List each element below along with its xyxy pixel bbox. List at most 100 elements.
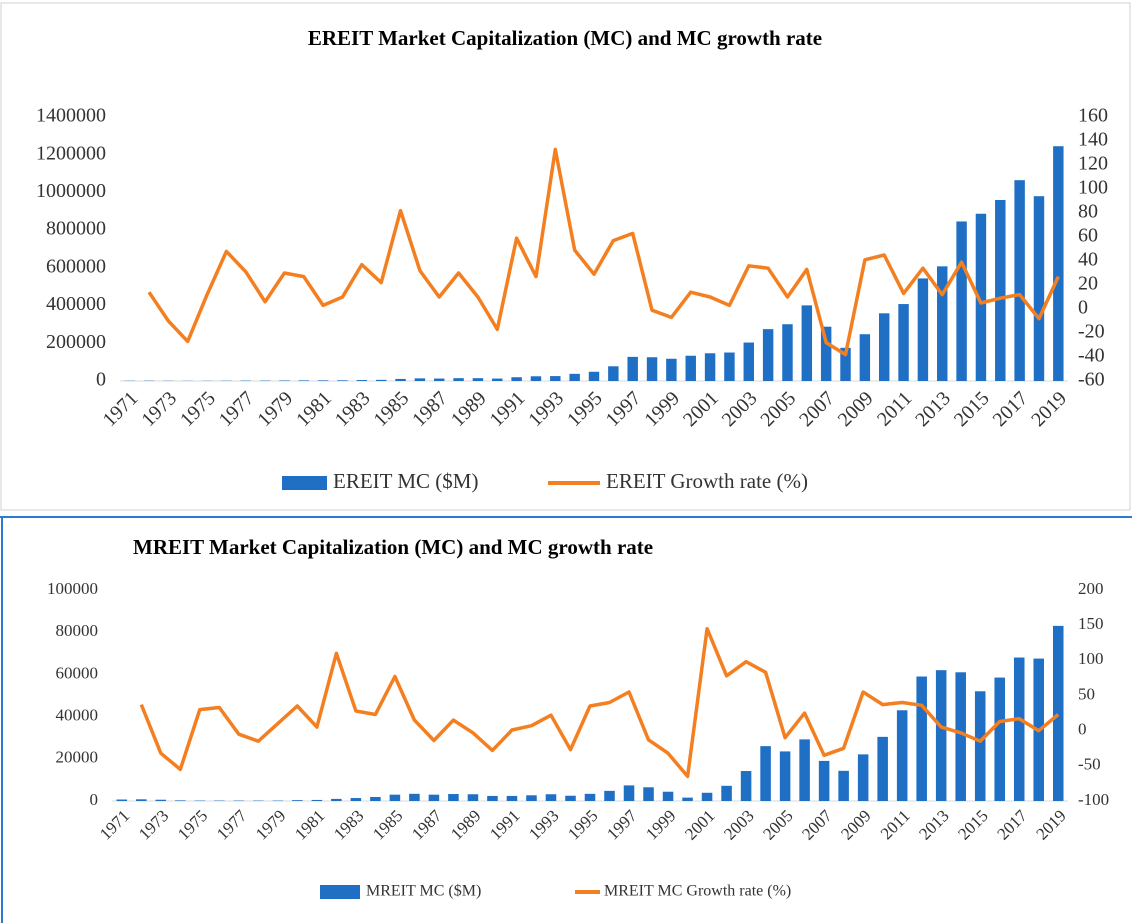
x-tick-label: 2005 — [756, 387, 800, 431]
bar — [1033, 196, 1045, 381]
x-tick-label: 1973 — [137, 387, 181, 431]
x-tick-label: 1977 — [215, 387, 259, 431]
bar — [974, 691, 986, 801]
legend-label: MREIT MC ($M) — [366, 883, 481, 900]
bar — [511, 377, 522, 381]
y-tick-label: 800000 — [46, 218, 106, 240]
x-tick-label: 2013 — [915, 806, 952, 843]
bar — [662, 791, 674, 801]
x-tick-label: 1981 — [291, 806, 328, 843]
x-tick-label: 2017 — [989, 387, 1033, 431]
chart-frame — [0, 2, 1131, 511]
y-tick-label: 0 — [90, 790, 99, 809]
y-tick-label: 80000 — [56, 621, 99, 640]
x-tick-label: 2019 — [1032, 806, 1069, 843]
bar — [682, 797, 693, 801]
bar — [389, 794, 401, 801]
bar — [801, 305, 813, 381]
bar — [956, 221, 967, 381]
bar — [292, 800, 303, 801]
x-tick-label: 2001 — [681, 806, 718, 843]
x-tick-label: 1999 — [642, 806, 679, 843]
legend-swatch — [282, 476, 327, 490]
x-tick-label: 1979 — [253, 387, 297, 431]
x-tick-label: 1987 — [408, 806, 446, 844]
y2-tick-label: 140 — [1078, 129, 1108, 151]
y2-tick-label: 60 — [1078, 225, 1098, 247]
y-tick-label: 0 — [96, 369, 106, 391]
x-tick-label: 1997 — [603, 806, 641, 844]
bar — [995, 199, 1006, 381]
bar — [317, 380, 329, 381]
bar — [395, 378, 406, 381]
y-tick-label: 20000 — [56, 748, 99, 767]
y2-tick-label: -60 — [1078, 369, 1105, 391]
bar — [898, 304, 909, 381]
bar — [588, 371, 600, 381]
bar — [135, 799, 147, 801]
bar — [155, 799, 167, 801]
bar — [487, 795, 498, 801]
bar — [896, 710, 908, 801]
x-tick-label: 2003 — [720, 806, 757, 843]
x-tick-label: 1995 — [564, 806, 601, 843]
legend-label: MREIT MC Growth rate (%) — [604, 883, 791, 900]
bar — [356, 380, 368, 381]
y2-tick-label: -40 — [1078, 345, 1105, 367]
x-tick-label: 1971 — [96, 806, 133, 843]
x-tick-label: 1983 — [330, 806, 367, 843]
bar — [550, 376, 561, 381]
bar — [840, 347, 851, 381]
y2-tick-label: 0 — [1078, 297, 1088, 319]
bar — [526, 795, 537, 801]
x-tick-label: 1989 — [447, 387, 491, 431]
x-tick-label: 1997 — [602, 387, 646, 431]
bar — [701, 792, 713, 801]
bar — [721, 785, 732, 801]
bar — [545, 794, 557, 801]
bar — [311, 799, 323, 801]
y-tick-label: 100000 — [47, 579, 98, 598]
bar — [331, 798, 342, 801]
bar — [838, 770, 849, 801]
x-tick-label: 2007 — [795, 387, 839, 431]
x-tick-label: 1975 — [174, 806, 211, 843]
bar — [975, 213, 987, 381]
y2-tick-label: 100 — [1078, 649, 1104, 668]
x-tick-label: 2009 — [834, 387, 878, 431]
x-tick-label: 1995 — [563, 387, 607, 431]
bar — [1052, 625, 1064, 801]
x-tick-label: 1985 — [369, 806, 406, 843]
line — [139, 626, 1060, 779]
bar — [375, 379, 387, 381]
x-tick-label: 2001 — [679, 387, 723, 431]
bar — [1013, 657, 1025, 801]
bar — [414, 378, 426, 381]
x-tick-label: 1993 — [524, 387, 568, 431]
y-tick-label: 1000000 — [36, 180, 106, 202]
bar — [762, 329, 774, 381]
chart-title: EREIT Market Capitalization (MC) and MC … — [308, 26, 822, 50]
y2-tick-label: 160 — [1078, 105, 1108, 127]
bar — [1014, 180, 1025, 381]
y2-tick-label: 200 — [1078, 579, 1104, 598]
x-tick-label: 2019 — [1027, 387, 1071, 431]
x-tick-label: 2005 — [759, 806, 796, 843]
bar — [704, 353, 716, 381]
bar — [434, 378, 445, 381]
y2-tick-label: 20 — [1078, 273, 1098, 295]
bar — [935, 670, 947, 801]
bar — [608, 366, 619, 381]
bar — [917, 278, 929, 381]
bar — [370, 796, 381, 801]
x-tick-label: 1985 — [369, 387, 413, 431]
y2-tick-label: -20 — [1078, 321, 1105, 343]
x-tick-label: 2003 — [718, 387, 762, 431]
legend-label: EREIT Growth rate (%) — [606, 469, 808, 493]
line — [147, 147, 1060, 357]
bar — [779, 751, 791, 801]
bar — [472, 378, 484, 381]
bar — [492, 378, 503, 381]
y2-tick-label: 40 — [1078, 249, 1098, 271]
